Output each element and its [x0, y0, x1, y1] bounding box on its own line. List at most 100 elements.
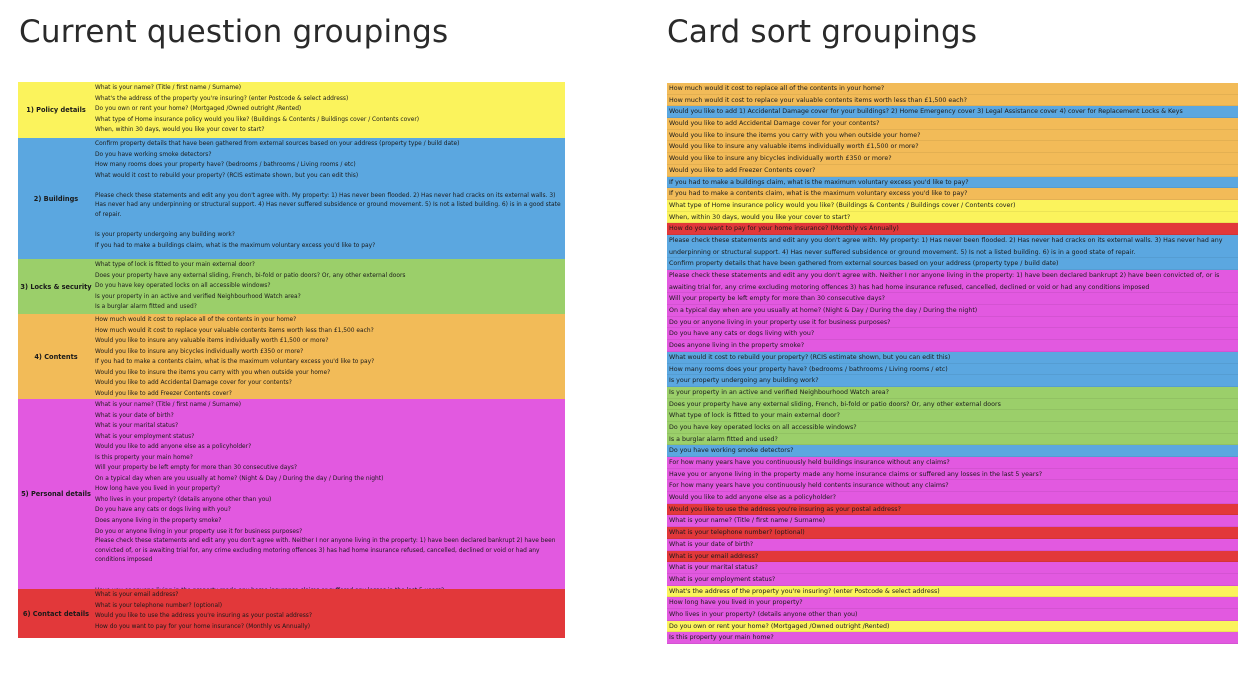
card-sort-row: Have you or anyone living in the propert…	[667, 468, 1238, 481]
question-item: Do you have any cats or dogs living with…	[95, 507, 231, 514]
question-item: Is your property undergoing any building…	[95, 232, 235, 239]
card-sort-row: What type of Home insurance policy would…	[667, 199, 1238, 212]
card-sort-row: Is your property in an active and verifi…	[667, 386, 1238, 399]
question-item: How do you want to pay for your home ins…	[95, 623, 311, 630]
question-item: What is your telephone number? (optional…	[95, 602, 223, 609]
question-item: Is your property in an active and verifi…	[95, 293, 301, 300]
question-item: How much would it cost to replace your v…	[95, 327, 374, 334]
group-questions: Confirm property details that have been …	[95, 139, 563, 259]
question-item: How long have you lived in your property…	[95, 486, 221, 493]
card-sort-row: Would you like to add Accidental Damage …	[667, 118, 1238, 130]
question-item: What would it cost to rebuild your prope…	[95, 172, 359, 179]
spacer-row	[95, 576, 563, 587]
card-sort-row: Do you or anyone living in your property…	[667, 316, 1238, 329]
question-item: What's the address of the property you'r…	[95, 95, 349, 102]
question-item: Does anyone living in the property smoke…	[95, 518, 222, 525]
card-sort-row: Would you like to insure any bicycles in…	[667, 153, 1238, 165]
question-item: Would you like to add Accidental Damage …	[95, 380, 292, 387]
card-sort-row: Would you like to insure the items you c…	[667, 129, 1238, 142]
group-label: 3) Locks & security	[20, 282, 92, 291]
card-sort-groupings-heading: Card sort groupings	[667, 14, 978, 50]
card-sort-row: Please check these statements and edit a…	[667, 270, 1238, 294]
question-item: Would you like to use the address you're…	[95, 613, 312, 620]
question-item: Would you like to insure any valuable it…	[95, 338, 329, 345]
card-sort-row: What's the address of the property you'r…	[667, 585, 1238, 598]
card-sort-groupings-table: How much would it cost to replace all of…	[667, 83, 1238, 658]
question-group: 5) Personal details What is your name? (T…	[18, 399, 565, 589]
card-sort-row: Do you own or rent your home? (Mortgaged…	[667, 620, 1238, 633]
group-label: 6) Contact details	[22, 609, 90, 618]
question-item: How much would it cost to replace all of…	[95, 317, 297, 323]
question-item: What type of Home insurance policy would…	[95, 116, 420, 123]
card-sort-row: Is a burglar alarm fitted and used?	[667, 433, 1238, 446]
card-sort-row: If you had to make a buildings claim, wh…	[667, 176, 1238, 189]
question-item: What is your email address?	[95, 592, 179, 598]
question-item: Would you like to insure any bicycles in…	[95, 348, 304, 355]
group-questions: What is your email address? What is your …	[95, 590, 563, 632]
group-questions: What type of lock is fitted to your main…	[95, 260, 563, 313]
question-item: What is your marital status?	[95, 423, 179, 430]
card-sort-row: What is your employment status?	[667, 573, 1238, 586]
group-label: 1) Policy details	[26, 106, 86, 114]
card-sort-row: How long have you lived in your property…	[667, 597, 1238, 609]
question-item: Is this property your main home?	[95, 454, 193, 461]
card-sort-row: What type of lock is fitted to your main…	[667, 410, 1238, 422]
group-questions: What is your name? (Title / first name /…	[95, 83, 563, 136]
question-item: Would you like to insure the items you c…	[95, 369, 331, 376]
card-sort-row: Do you have key operated locks on all ac…	[667, 421, 1238, 434]
card-sort-row: Who lives in your property? (details any…	[667, 608, 1238, 621]
card-sort-row: Is this property your main home?	[667, 632, 1238, 645]
question-item: Do you own or rent your home? (Mortgaged…	[95, 106, 302, 113]
card-sort-row: What is your marital status?	[667, 562, 1238, 574]
card-sort-row: Please check these statements and edit a…	[667, 234, 1238, 259]
question-item: Is a burglar alarm fitted and used?	[95, 304, 197, 311]
question-item: Who lives in your property? (details any…	[95, 496, 272, 503]
question-group: 6) Contact details What is your email add…	[18, 589, 565, 638]
spacer-row	[95, 565, 563, 576]
card-sort-row: Would you like to add anyone else as a p…	[667, 492, 1238, 504]
question-item: What is your name? (Title / first name /…	[95, 85, 242, 91]
card-sort-row: When, within 30 days, would you like you…	[667, 211, 1238, 224]
card-sort-row: Do you have any cats or dogs living with…	[667, 328, 1238, 341]
card-sort-row: Do you have working smoke detectors?	[667, 445, 1238, 458]
card-sort-row: How much would it cost to replace all of…	[667, 83, 1238, 95]
question-group: 3) Locks & security What type of lock is …	[18, 259, 565, 314]
card-sort-row: Would you like to add Freezer Contents c…	[667, 164, 1238, 177]
question-item: Do you have working smoke detectors?	[95, 151, 212, 158]
card-sort-row: On a typical day when are you usually at…	[667, 305, 1238, 317]
card-sort-row: What would it cost to rebuild your prope…	[667, 351, 1238, 364]
question-item: On a typical day when are you usually at…	[95, 475, 384, 482]
question-group: 1) Policy details What is your name? (Tit…	[18, 82, 565, 138]
group-questions: What is your name? (Title / first name /…	[95, 400, 563, 589]
card-sort-row: What is your email address?	[667, 550, 1238, 563]
question-item: Would you like to add anyone else as a p…	[95, 444, 252, 451]
question-item: If you had to make a contents claim, wha…	[95, 359, 375, 366]
card-sort-row: Does anyone living in the property smoke…	[667, 340, 1238, 352]
current-groupings-table: 1) Policy details What is your name? (Tit…	[18, 82, 565, 657]
card-sort-row: Would you like to add 1) Accidental Dama…	[667, 106, 1238, 119]
card-sort-row: For how many years have you continuously…	[667, 457, 1238, 469]
card-sort-row: How do you want to pay for your home ins…	[667, 223, 1238, 235]
question-item: Does your property have any external sli…	[95, 272, 406, 279]
card-sort-row: For how many years have you continuously…	[667, 480, 1238, 493]
card-sort-row: If you had to make a contents claim, wha…	[667, 188, 1238, 200]
question-item: If you had to make a buildings claim, wh…	[95, 242, 376, 249]
spacer-row	[95, 251, 563, 259]
question-item: How many rooms does your property have? …	[95, 162, 356, 169]
question-item: Please check these statements and edit a…	[95, 192, 561, 218]
question-item: Do you have key operated locks on all ac…	[95, 283, 271, 290]
group-questions: How much would it cost to replace all of…	[95, 315, 563, 399]
question-item: Do you or anyone living in your property…	[95, 528, 303, 535]
group-label: 2) Buildings	[33, 194, 79, 203]
card-sort-row: How many rooms does your property have? …	[667, 363, 1238, 376]
card-sort-row: What is your name? (Title / first name /…	[667, 515, 1238, 528]
question-item: Please check these statements and edit a…	[95, 538, 556, 563]
question-item: What type of lock is fitted to your main…	[95, 262, 255, 268]
question-group: 2) Buildings Confirm property details tha…	[18, 138, 565, 259]
spacer-row	[95, 220, 563, 231]
group-label: 5) Personal details	[21, 490, 91, 498]
card-sort-row: What is your telephone number? (optional…	[667, 527, 1238, 539]
question-group: 4) Contents How much would it cost to rep…	[18, 314, 565, 399]
question-item: Would you like to add Freezer Contents c…	[95, 390, 232, 397]
question-item: What is your date of birth?	[95, 412, 174, 419]
